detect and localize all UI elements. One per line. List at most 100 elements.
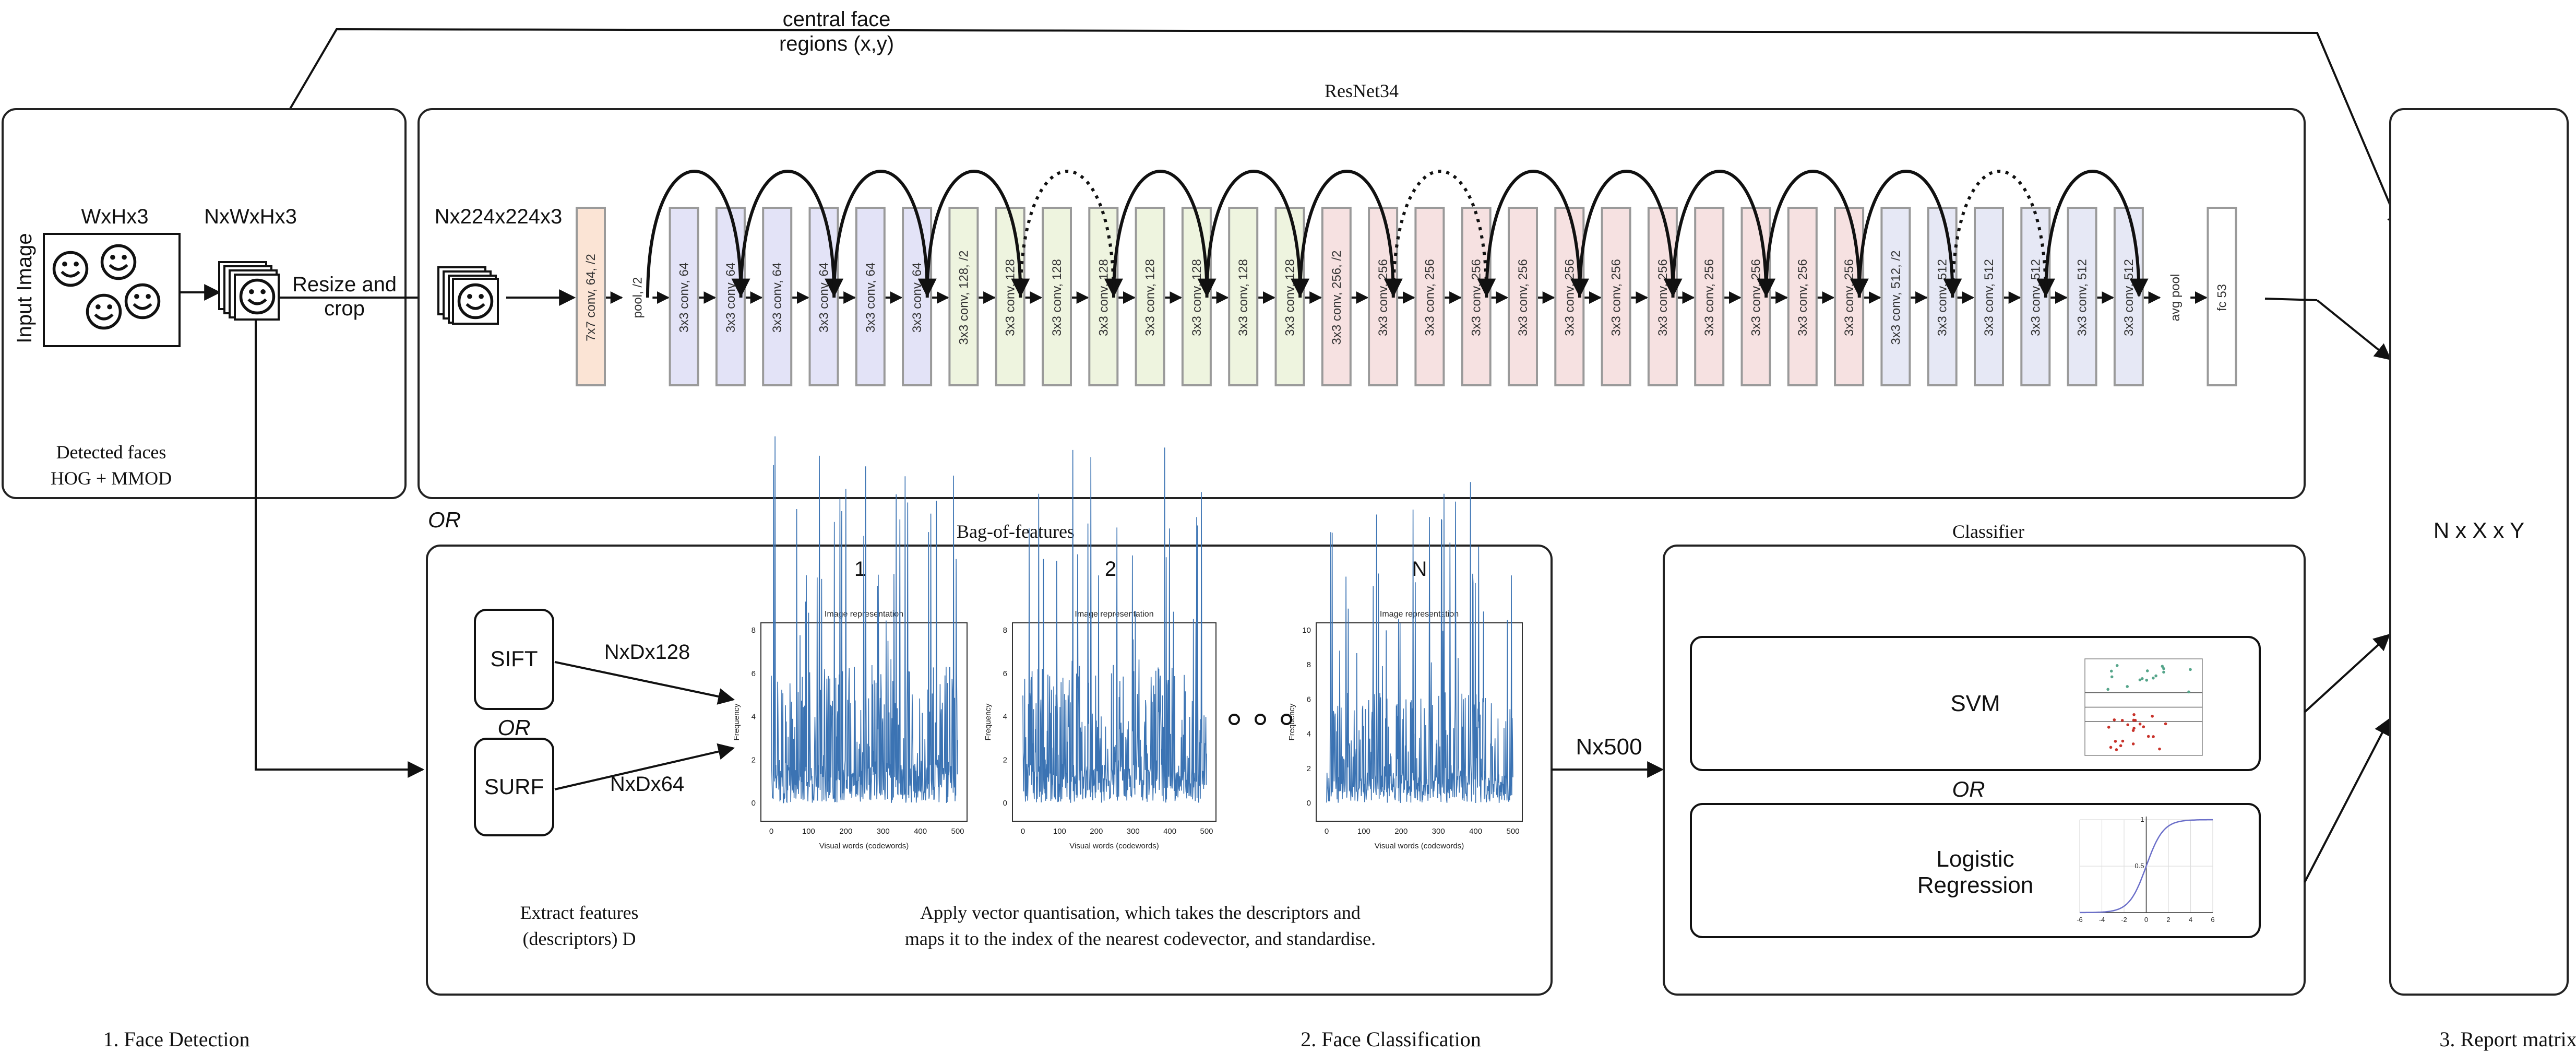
report-matrix-panel: N x X x Y xyxy=(2389,108,2569,996)
histogram-ytick: 6 xyxy=(752,669,756,678)
resnet-layer-label: pool, /2 xyxy=(630,277,645,318)
resnet-layer-box xyxy=(669,207,699,386)
detected-faces-label-2: HOG + MMOD xyxy=(51,468,172,489)
svm-point xyxy=(2164,722,2167,726)
resnet-layer: 3x3 conv, 512 xyxy=(2113,207,2144,386)
histogram-xlabel: Visual words (codewords) xyxy=(819,842,909,850)
dotted-skip-connection xyxy=(1019,170,1123,298)
detected-faces-label-1: Detected faces xyxy=(56,442,166,463)
resnet-layer-box xyxy=(948,207,979,386)
resnet-layer-box xyxy=(762,207,793,386)
svm-point xyxy=(2161,665,2164,668)
face-detection-box xyxy=(2,108,407,499)
sigmoid-plot: -6 -4 -2 0 2 4 6 0.5 1 xyxy=(2077,815,2214,924)
resnet-layer-label: avg pool xyxy=(2168,274,2183,322)
or-label-classifier: OR xyxy=(1952,777,1985,801)
histogram-ytick: 0 xyxy=(1307,799,1311,808)
resnet-layer-box xyxy=(1880,207,1911,386)
face-icon xyxy=(88,295,121,328)
sigmoid-xtick: -4 xyxy=(2099,916,2105,924)
resize-label-2: crop xyxy=(324,297,365,320)
central-face-label-1: central face xyxy=(783,8,891,31)
svm-point xyxy=(2146,735,2150,738)
resnet-layer-label: 3x3 conv, 64 xyxy=(864,263,878,333)
resnet-layer-box xyxy=(2207,207,2237,386)
ellipsis-dot xyxy=(1229,714,1240,725)
resnet-layer-label: 3x3 conv, 256 xyxy=(1470,259,1484,336)
svm-point xyxy=(2138,722,2142,726)
logistic-label-2: Regression xyxy=(1917,872,2034,898)
or-label-bof: OR xyxy=(428,507,461,532)
face-icon xyxy=(459,285,492,318)
resnet-layer: 3x3 conv, 256 xyxy=(1414,207,1445,386)
sigmoid-ytick: 0.5 xyxy=(2134,862,2144,870)
svm-label: SVM xyxy=(1950,691,2000,716)
resnet-layer: 3x3 conv, 128, /2 xyxy=(948,207,979,386)
sigmoid-xtick: 4 xyxy=(2189,916,2192,924)
sigmoid-xtick: 6 xyxy=(2211,916,2214,924)
resnet-layer: 3x3 conv, 512 xyxy=(1974,207,2004,386)
face-icon xyxy=(241,280,274,313)
report-matrix-label: N x X x Y xyxy=(2434,518,2524,542)
resnet-layer-label: 3x3 conv, 128 xyxy=(1096,259,1111,336)
histogram-ytick: 4 xyxy=(1307,730,1311,739)
histogram-series xyxy=(1326,482,1513,803)
resnet-layer-label: 3x3 conv, 128 xyxy=(1004,259,1018,336)
svm-point xyxy=(2162,667,2165,670)
histogram-xtick: 0 xyxy=(1325,827,1329,836)
sift-box xyxy=(474,609,554,710)
histogram-ytick: 6 xyxy=(1307,695,1311,704)
histogram-ytick: 4 xyxy=(752,713,756,722)
surf-box xyxy=(474,738,554,836)
skip-connection xyxy=(1112,170,1217,298)
histogram-ylabel: Frequency xyxy=(984,703,993,740)
svm-point xyxy=(2115,748,2118,751)
histogram-xtick: 300 xyxy=(1432,827,1445,836)
resnet-layer: fc 53 xyxy=(2207,207,2237,386)
ellipsis-dot xyxy=(1255,714,1266,725)
resnet-layer: 3x3 conv, 128 xyxy=(1042,207,1072,386)
sigmoid-xtick: -6 xyxy=(2077,916,2083,924)
resnet-layer-label: 3x3 conv, 64 xyxy=(724,263,738,333)
histogram-xtick: 0 xyxy=(769,827,773,836)
histogram-xtick: 100 xyxy=(1053,827,1066,836)
histogram-ytick: 8 xyxy=(752,626,756,635)
resnet-layer-box xyxy=(1042,207,1072,386)
resnet-layer-label: 3x3 conv, 256 xyxy=(1563,259,1577,336)
svm-point xyxy=(2132,727,2136,730)
svm-point xyxy=(2126,685,2129,688)
surf-dim-label: NxDx64 xyxy=(610,773,684,796)
step-1-label: 1. Face Detection xyxy=(103,1027,250,1051)
dotted-skip-connection xyxy=(1951,170,2055,298)
histogram-ylabel: Frequency xyxy=(732,703,741,740)
svm-point xyxy=(2162,670,2165,674)
nx500-label: Nx500 xyxy=(1576,734,1642,760)
svm-point xyxy=(2115,664,2119,667)
skip-connection xyxy=(1578,170,1683,298)
resnet-layer: 3x3 conv, 256, /2 xyxy=(1321,207,1352,386)
resnet-layer: 3x3 conv, 256 xyxy=(1508,207,1538,386)
ellipsis-dot xyxy=(1281,714,1292,725)
resnet-layer-label: fc 53 xyxy=(2215,284,2229,311)
skip-connection xyxy=(1298,170,1403,298)
resnet-layer-label: 3x3 conv, 64 xyxy=(910,263,924,333)
resnet-layer-box xyxy=(1601,207,1631,386)
svm-point xyxy=(2106,688,2109,691)
svm-point xyxy=(2109,746,2113,749)
resnet-layer-label: 3x3 conv, 128 xyxy=(1236,259,1250,336)
histogram-xtick: 100 xyxy=(1357,827,1370,836)
sift-dim-label: NxDx128 xyxy=(604,641,690,664)
surf-label: SURF xyxy=(484,774,544,799)
resnet-layer-label: 3x3 conv, 512 xyxy=(1936,259,1950,336)
resnet-output-arrow xyxy=(2316,299,2392,361)
histogram-xlabel: Visual words (codewords) xyxy=(1069,842,1159,850)
step-3-label: 3. Report matrix xyxy=(2439,1027,2576,1051)
face-icon xyxy=(126,285,159,318)
ellipsis-dots xyxy=(1229,714,1292,725)
histogram-xtick: 400 xyxy=(1163,827,1176,836)
resnet-layer-label: 3x3 conv, 128 xyxy=(1050,259,1064,336)
sigmoid-ytick: 1 xyxy=(2140,815,2144,823)
resnet-layer: pool, /2 xyxy=(630,277,645,318)
histogram-series xyxy=(771,436,958,804)
